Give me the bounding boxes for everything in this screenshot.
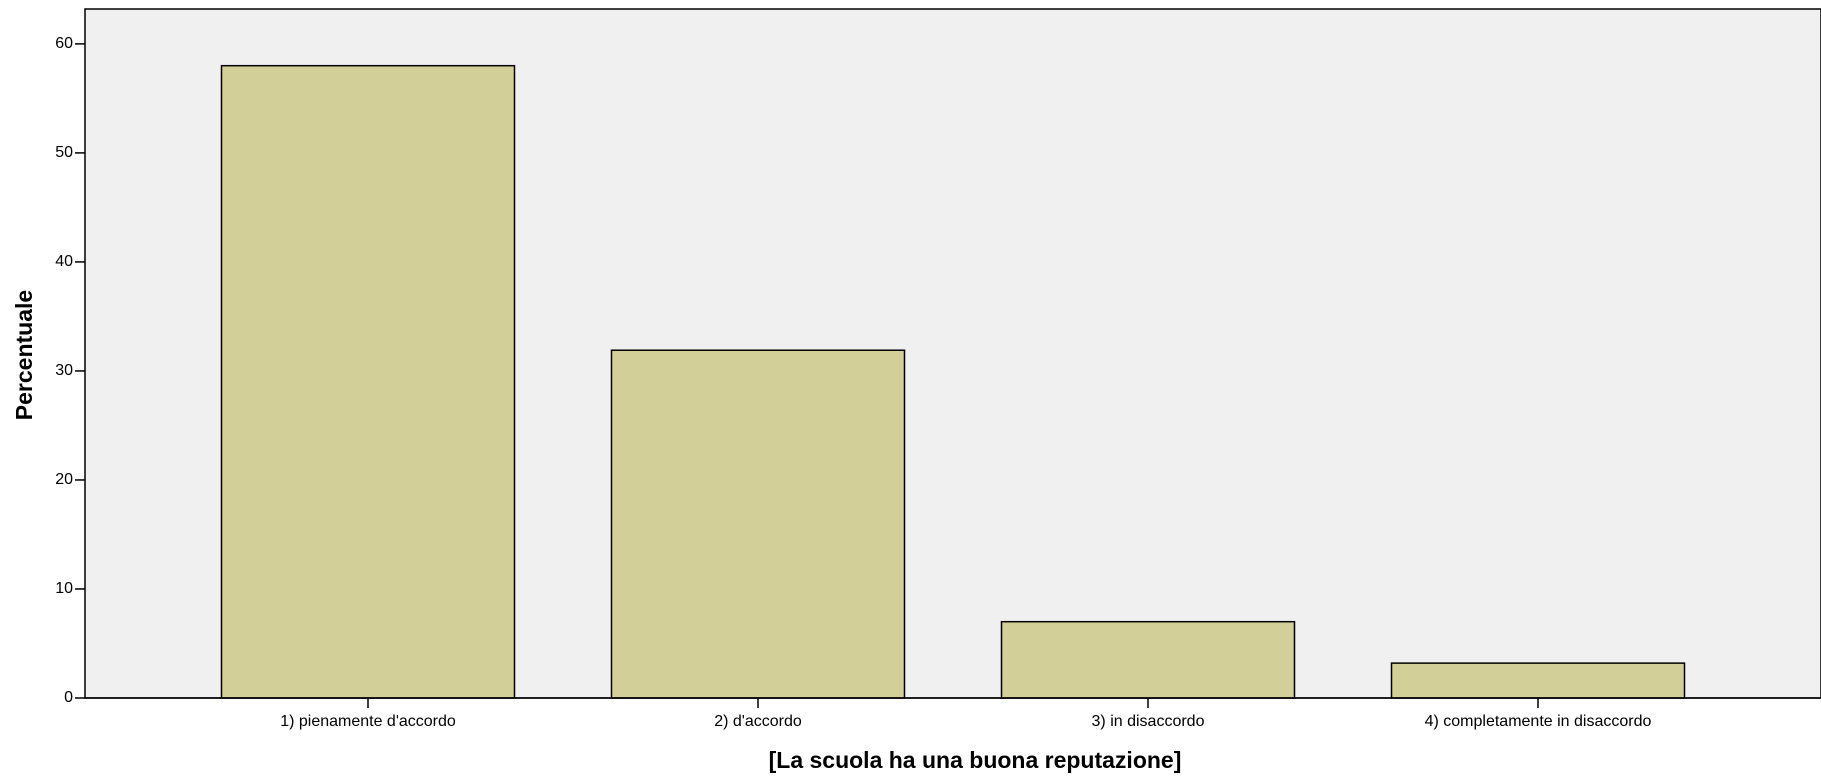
x-tick-label: 2) d'accordo [714, 713, 802, 730]
x-tick-label: 1) pienamente d'accordo [280, 713, 456, 730]
x-tick-label: 4) completamente in disaccordo [1425, 713, 1652, 730]
y-axis-title: Percentuale [11, 290, 37, 420]
bar [1390, 662, 1686, 699]
y-tick-label: 0 [64, 689, 73, 706]
bar [1000, 620, 1296, 699]
x-tick-label: 3) in disaccordo [1092, 713, 1205, 730]
bar [610, 349, 906, 699]
y-tick-label: 30 [55, 362, 73, 379]
x-axis-title: [La scuola ha una buona reputazione] [769, 747, 1182, 773]
bar [220, 64, 516, 699]
y-tick-label: 10 [55, 580, 73, 597]
y-tick-label: 40 [55, 253, 73, 270]
y-tick-label: 60 [55, 35, 73, 52]
y-tick-label: 20 [55, 471, 73, 488]
y-tick-label: 50 [55, 144, 73, 161]
